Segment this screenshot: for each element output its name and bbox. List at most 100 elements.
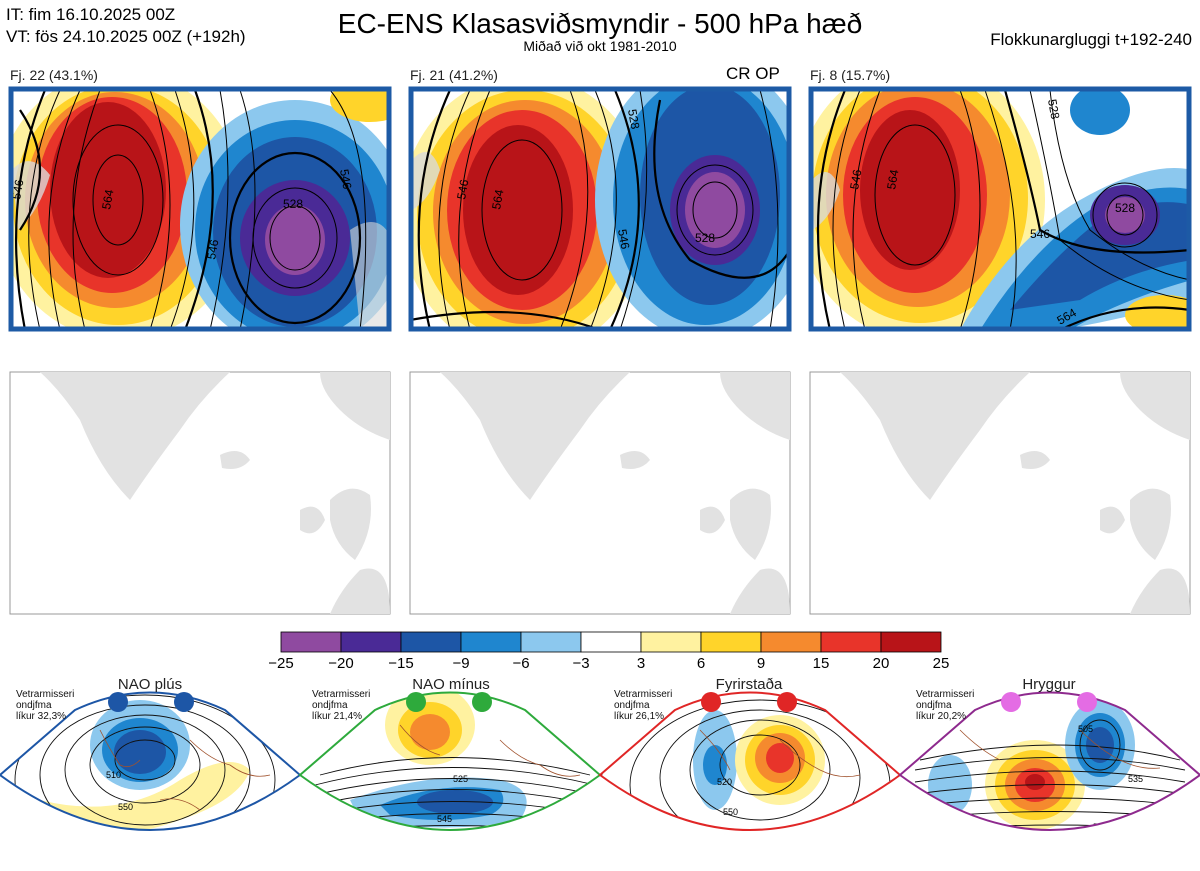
note-line: ondjfma bbox=[916, 700, 952, 711]
colorbar-swatch bbox=[400, 631, 462, 653]
regime-1-marker-west bbox=[108, 692, 128, 712]
cluster-2-label: Fj. 21 (41.2%) bbox=[410, 67, 498, 83]
valid-time: VT: fös 24.10.2025 00Z (+192h) bbox=[6, 27, 246, 46]
note-line: líkur 26,1% bbox=[614, 711, 665, 722]
regime-2-contour-label: 525 bbox=[453, 774, 468, 784]
cluster-3-contour-label: 528 bbox=[1045, 98, 1062, 120]
colorbar-tick-label: −9 bbox=[452, 655, 470, 672]
colorbar-tick-label: −15 bbox=[388, 655, 414, 672]
regime-3-frame bbox=[598, 691, 902, 831]
regime-1-title: NAO plús bbox=[117, 676, 183, 693]
basemap-panel-2 bbox=[409, 371, 791, 615]
cluster-1-contour-label: 528 bbox=[283, 197, 303, 211]
regime-4-title: Hryggur bbox=[1022, 676, 1076, 693]
colorbar-swatch bbox=[280, 631, 342, 653]
colorbar-swatch bbox=[880, 631, 942, 653]
cluster-maps: 546 564 546 528 546 bbox=[8, 86, 1192, 615]
regime-2-note: Vetrarmisseri ondjfma líkur 21,4% bbox=[312, 689, 370, 722]
cluster-3-contour-label: 564 bbox=[884, 168, 901, 190]
cluster-3-contour-label: 546 bbox=[1030, 227, 1050, 241]
cluster-2-contour-label: 564 bbox=[489, 188, 506, 210]
regime-2-frame bbox=[298, 691, 602, 831]
cluster-3-frame bbox=[808, 86, 1192, 332]
colorbar-swatch bbox=[340, 631, 402, 653]
colorbar-tick-label: −25 bbox=[268, 655, 294, 672]
regime-2-contour-label: 545 bbox=[437, 814, 452, 824]
cluster-1-contour-label: 564 bbox=[99, 188, 116, 210]
regime-4-contour-label: 535 bbox=[1128, 774, 1143, 784]
regime-3-marker-west bbox=[701, 692, 721, 712]
regime-2-marker-east bbox=[472, 692, 492, 712]
colorbar-tick-label: 9 bbox=[756, 655, 766, 672]
colorbar-tick-label: 20 bbox=[872, 655, 890, 672]
colorbar-tick-label: −20 bbox=[328, 655, 354, 672]
colorbar bbox=[280, 631, 942, 653]
basemap-panel-1 bbox=[9, 371, 391, 615]
colorbar-tick-label: −3 bbox=[572, 655, 590, 672]
regime-3-contour-label: 560 bbox=[738, 834, 753, 844]
regime-sectors: 510 550 525 545 565 bbox=[0, 691, 1200, 860]
cluster-3-contour-label: 528 bbox=[1115, 201, 1135, 215]
cluster-1-contour-label: 546 bbox=[337, 168, 354, 190]
note-line: Vetrarmisseri bbox=[16, 689, 75, 700]
regime-3-note: Vetrarmisseri ondjfma líkur 26,1% bbox=[614, 689, 672, 722]
cluster-1-contour-label: 546 bbox=[204, 238, 221, 260]
regime-1-contour-label: 510 bbox=[106, 770, 121, 780]
regime-3-contour-label: 550 bbox=[723, 807, 738, 817]
note-line: ondjfma bbox=[614, 700, 650, 711]
regime-4-marker-west bbox=[1001, 692, 1021, 712]
regime-1-contour-label: 550 bbox=[118, 802, 133, 812]
basemap-panel-3 bbox=[809, 371, 1191, 615]
cluster-1-map: 546 564 546 528 546 bbox=[9, 88, 390, 330]
classification-window: Flokkunargluggi t+192-240 bbox=[990, 30, 1192, 49]
regime-4-frame bbox=[898, 691, 1200, 831]
note-line: líkur 21,4% bbox=[312, 711, 363, 722]
cluster-1-label: Fj. 22 (43.1%) bbox=[10, 67, 98, 83]
note-line: Vetrarmisseri bbox=[614, 689, 673, 700]
colorbar-swatch bbox=[820, 631, 882, 653]
colorbar-tick-label: 3 bbox=[636, 655, 646, 672]
regime-2-title: NAO mínus bbox=[412, 676, 490, 693]
cluster-1-frame bbox=[8, 86, 392, 332]
regime-4-note: Vetrarmisseri ondjfma líkur 20,2% bbox=[916, 689, 974, 722]
cluster-2-frame bbox=[408, 86, 792, 332]
regime-4-marker-east bbox=[1077, 692, 1097, 712]
cluster-1-contour-label: 546 bbox=[9, 178, 26, 200]
cluster-2-map: 546 564 546 528 528 bbox=[410, 88, 790, 330]
regime-3-marker-east bbox=[777, 692, 797, 712]
colorbar-tick-label: 25 bbox=[932, 655, 950, 672]
cluster-2-tags: CR OP bbox=[726, 64, 780, 83]
regime-4-contour-label: 505 bbox=[1078, 724, 1093, 734]
note-line: ondjfma bbox=[16, 700, 52, 711]
note-line: líkur 20,2% bbox=[916, 711, 967, 722]
regime-2-contour-label: 565 bbox=[447, 850, 462, 860]
regime-3-title: Fyrirstaða bbox=[715, 676, 783, 693]
colorbar-swatch bbox=[640, 631, 702, 653]
note-line: Vetrarmisseri bbox=[312, 689, 371, 700]
header-times: IT: fim 16.10.2025 00Z VT: fös 24.10.202… bbox=[6, 4, 246, 48]
cluster-2-contour-label: 528 bbox=[695, 231, 715, 245]
colorbar-tick-label: 15 bbox=[812, 655, 830, 672]
colorbar-swatch bbox=[460, 631, 522, 653]
cluster-3-contour-label: 546 bbox=[847, 168, 864, 190]
colorbar-swatch bbox=[700, 631, 762, 653]
note-line: ondjfma bbox=[312, 700, 348, 711]
colorbar-swatch bbox=[580, 631, 642, 653]
colorbar-swatch bbox=[520, 631, 582, 653]
regime-1-marker-east bbox=[174, 692, 194, 712]
init-time: IT: fim 16.10.2025 00Z bbox=[6, 5, 176, 24]
colorbar-tick-label: −6 bbox=[512, 655, 530, 672]
regime-2-marker-west bbox=[406, 692, 426, 712]
page-subtitle: Miðað við okt 1981-2010 bbox=[523, 38, 677, 54]
regime-1-frame bbox=[0, 691, 302, 831]
cluster-3-label: Fj. 8 (15.7%) bbox=[810, 67, 891, 83]
note-line: Vetrarmisseri bbox=[916, 689, 975, 700]
regime-3-contour-label: 520 bbox=[717, 777, 732, 787]
cluster-3-map: 546 564 546 528 564 528 bbox=[810, 88, 1190, 330]
colorbar-tick-label: 6 bbox=[696, 655, 706, 672]
cluster-2-contour-label: 528 bbox=[625, 108, 642, 130]
cluster-2-contour-label: 546 bbox=[454, 178, 471, 200]
colorbar-swatch bbox=[760, 631, 822, 653]
regime-1-note: Vetrarmisseri ondjfma líkur 32,3% bbox=[16, 689, 74, 722]
cluster-2-contour-label: 546 bbox=[615, 228, 632, 250]
